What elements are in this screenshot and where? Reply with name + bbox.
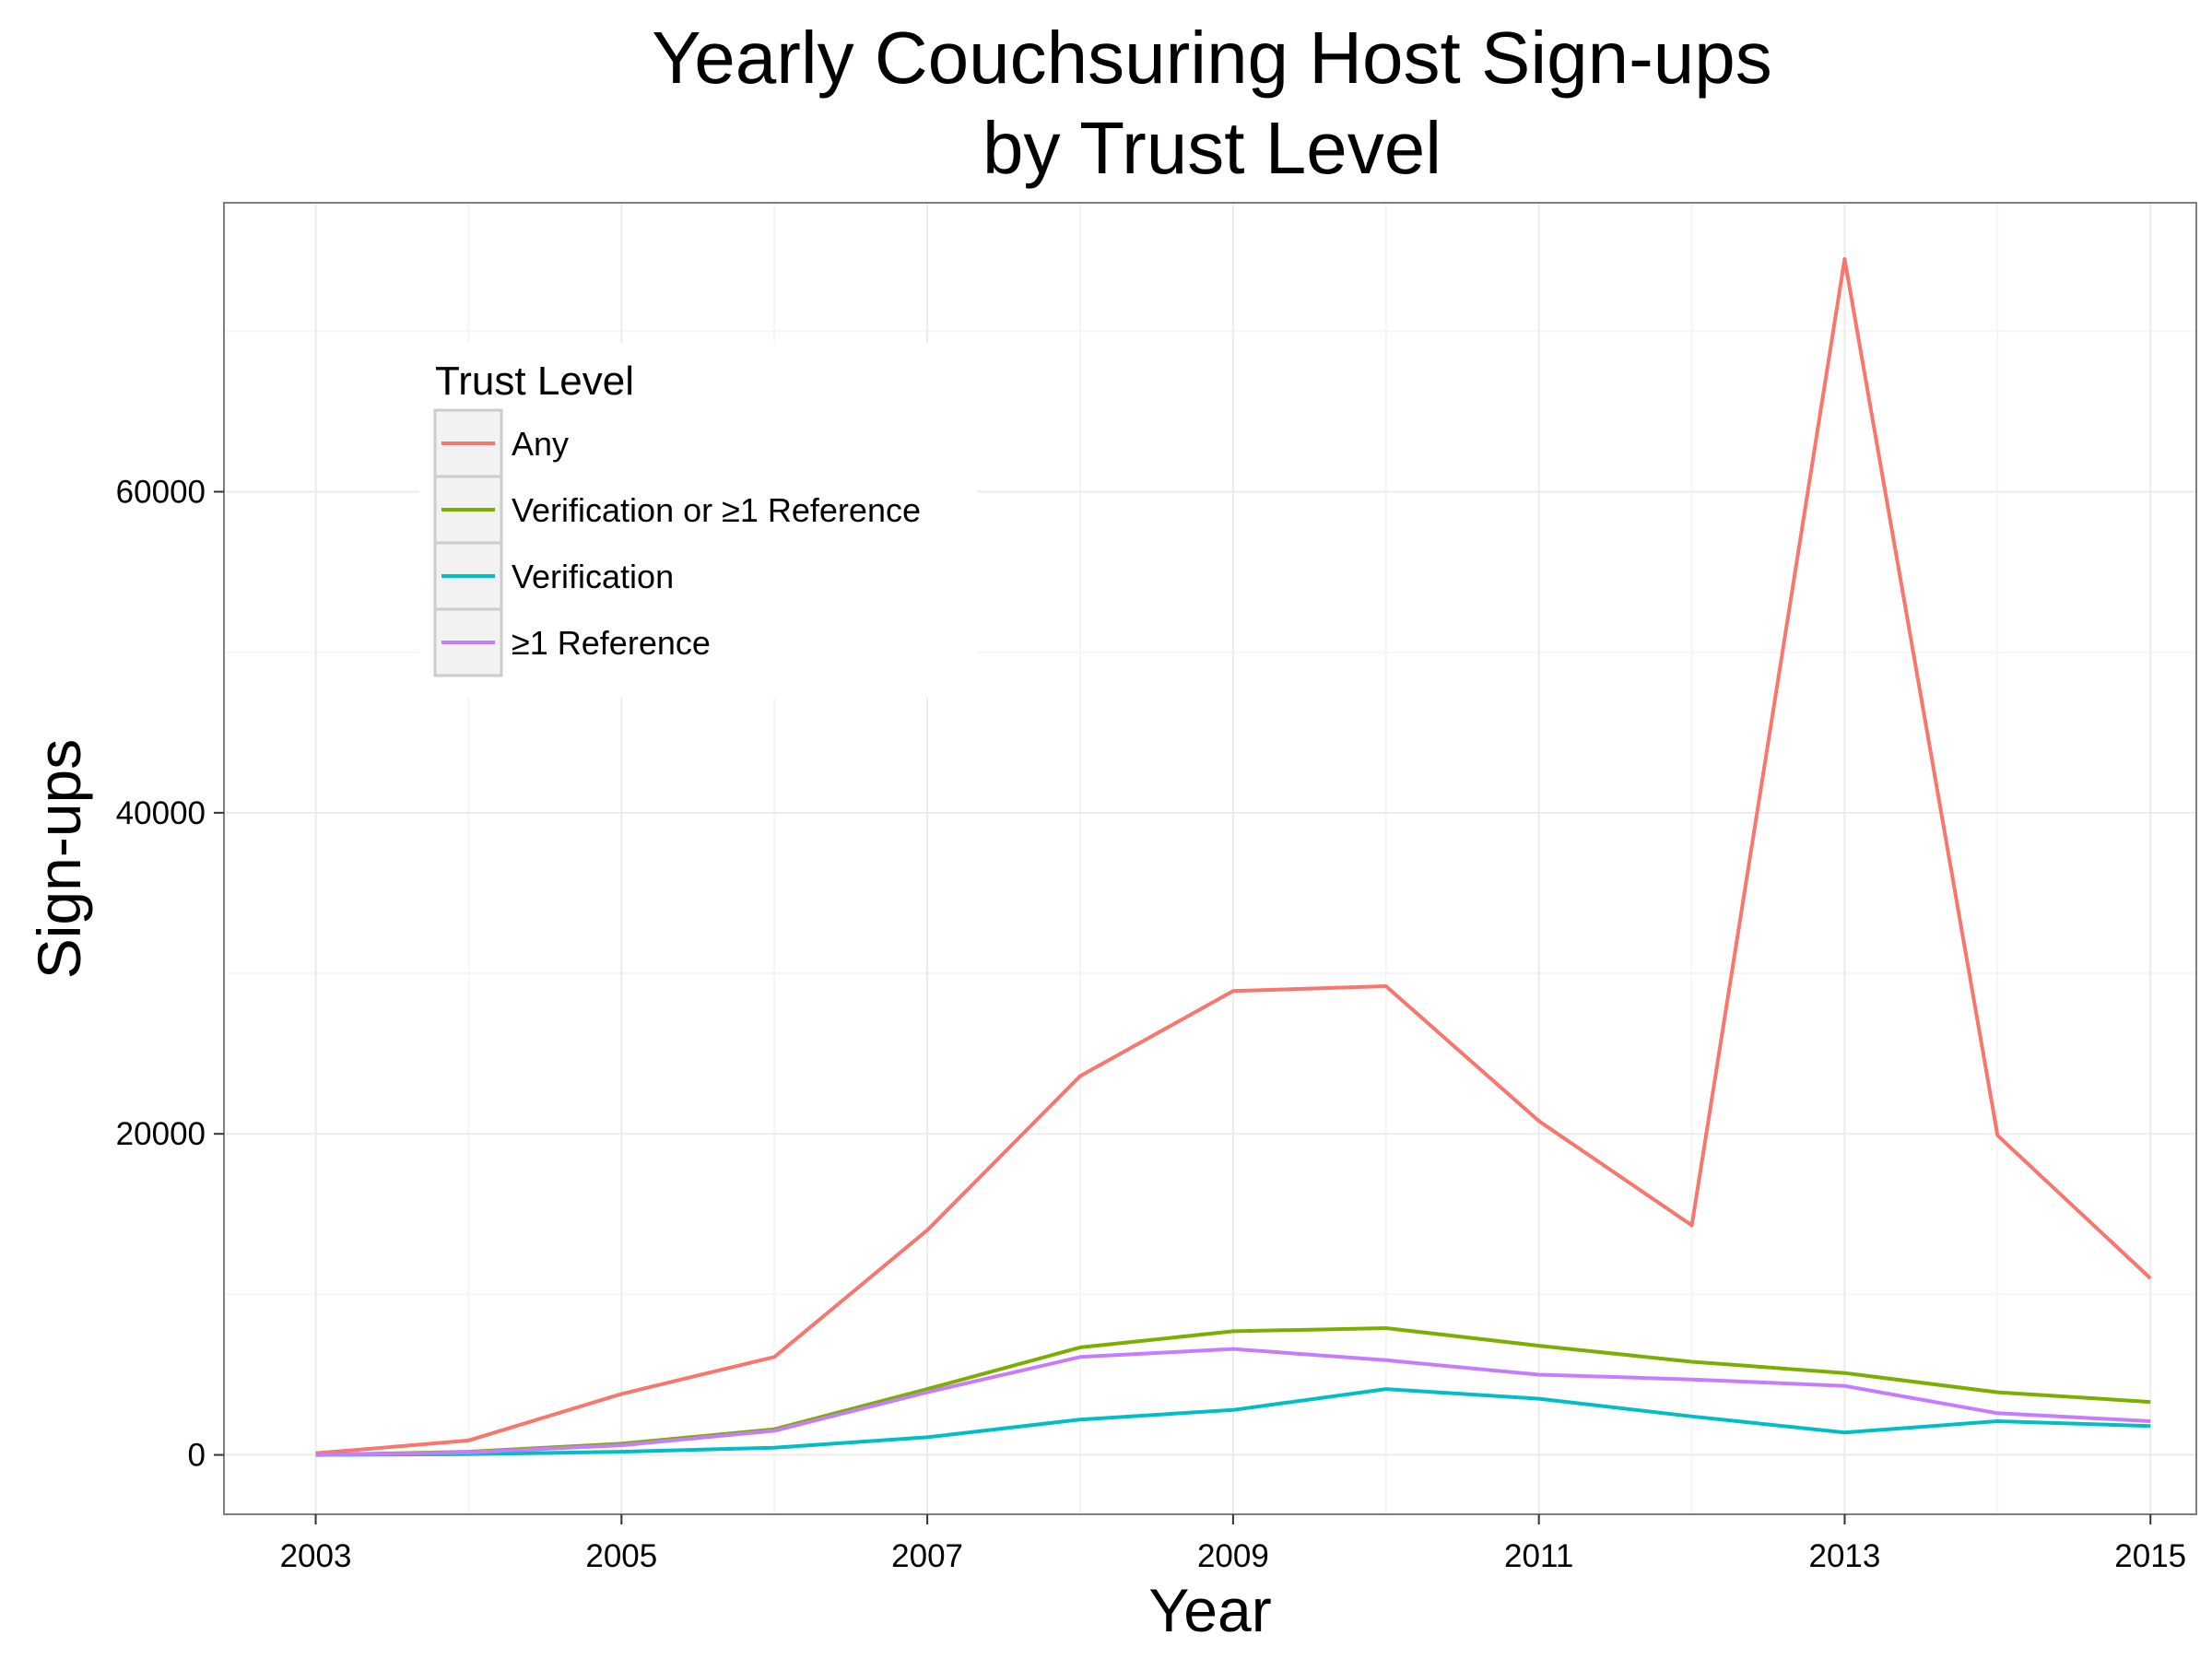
- x-tick-label: 2015: [2114, 1538, 2186, 1574]
- legend-label: Any: [512, 425, 569, 463]
- legend-label: ≥1 Reference: [512, 624, 711, 662]
- x-tick-label: 2013: [1809, 1538, 1881, 1574]
- y-axis: 0 20000 40000 60000: [116, 475, 224, 1474]
- series-line-any: [315, 257, 2152, 1455]
- series-line-verification: [315, 1387, 2151, 1457]
- x-tick-label: 2011: [1504, 1538, 1573, 1574]
- x-axis-title: Year: [1148, 1576, 1271, 1644]
- legend-items: Any Verification or ≥1 Reference Verificat…: [433, 408, 921, 677]
- chart-title-line2: by Trust Level: [982, 107, 1441, 189]
- legend-title: Trust Level: [435, 359, 634, 404]
- y-tick-label: 60000: [116, 475, 206, 511]
- series-layer: [315, 257, 2152, 1457]
- plot-border: [223, 202, 2197, 1515]
- y-tick-label: 0: [188, 1438, 206, 1474]
- legend-background: [419, 343, 977, 698]
- y-tick-label: 40000: [116, 795, 206, 831]
- series-line--1-reference: [315, 1347, 2151, 1457]
- x-tick-label: 2007: [891, 1538, 963, 1574]
- x-tick-label: 2009: [1197, 1538, 1269, 1574]
- legend-label: Verification: [512, 558, 674, 595]
- legend: Trust Level Any Verification or ≥1 Refere…: [419, 343, 977, 698]
- y-axis-title: Sign-ups: [25, 739, 93, 980]
- x-axis: 2003 2005 2007 2009 2011 2013 2015: [280, 1514, 2186, 1574]
- x-tick-label: 2005: [585, 1538, 657, 1574]
- y-tick-label: 20000: [116, 1116, 206, 1152]
- chart-title-line1: Yearly Couchsuring Host Sign-ups: [652, 17, 1771, 99]
- x-tick-label: 2003: [280, 1538, 352, 1574]
- legend-label: Verification or ≥1 Reference: [512, 491, 921, 529]
